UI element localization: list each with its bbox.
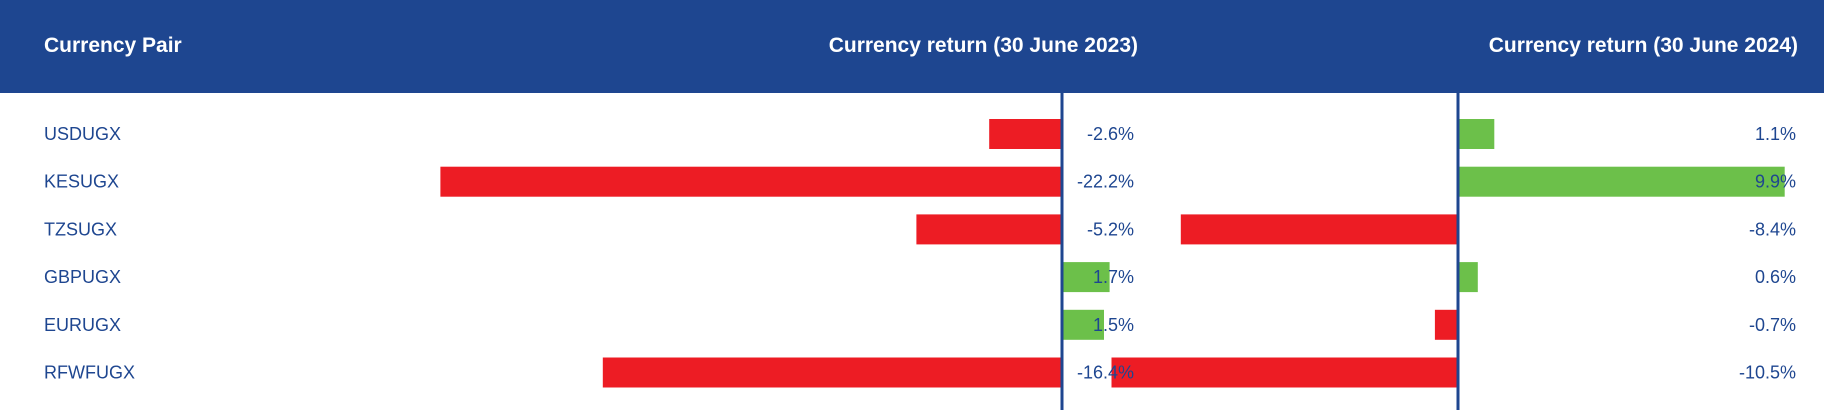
bar-2024-gbpugx bbox=[1458, 262, 1478, 293]
header-return-2024: Currency return (30 June 2024) bbox=[1489, 34, 1798, 57]
bar-2024-usdugx bbox=[1458, 119, 1495, 149]
bar-2023-usdugx bbox=[989, 119, 1062, 149]
value-label-2023-gbpugx: 1.7% bbox=[1093, 267, 1134, 287]
bar-2024-kesugx bbox=[1458, 166, 1785, 197]
bar-2024-eurugx bbox=[1434, 309, 1458, 340]
bar-2023-gbpugx bbox=[1062, 262, 1110, 293]
bar-2024-tzsugx bbox=[1180, 214, 1458, 245]
value-label-2023-kesugx: -22.2% bbox=[1077, 172, 1134, 192]
bar-2023-kesugx bbox=[440, 166, 1062, 197]
pair-label-eurugx: EURUGX bbox=[44, 315, 121, 335]
value-label-2024-rfwfugx: -10.5% bbox=[1739, 363, 1796, 383]
value-label-2024-tzsugx: -8.4% bbox=[1749, 219, 1796, 239]
value-label-2023-tzsugx: -5.2% bbox=[1087, 219, 1134, 239]
value-label-2023-rfwfugx: -16.4% bbox=[1077, 363, 1134, 383]
header-currency-pair: Currency Pair bbox=[44, 34, 182, 57]
bar-2024-rfwfugx bbox=[1111, 357, 1458, 388]
value-label-2023-usdugx: -2.6% bbox=[1087, 124, 1134, 144]
value-label-2023-eurugx: 1.5% bbox=[1093, 315, 1134, 335]
value-label-2024-kesugx: 9.9% bbox=[1755, 172, 1796, 192]
bar-2023-tzsugx bbox=[916, 214, 1062, 245]
pair-label-usdugx: USDUGX bbox=[44, 124, 121, 144]
pair-label-kesugx: KESUGX bbox=[44, 172, 119, 192]
value-label-2024-eurugx: -0.7% bbox=[1749, 315, 1796, 335]
value-label-2024-usdugx: 1.1% bbox=[1755, 124, 1796, 144]
pair-label-rfwfugx: RFWFUGX bbox=[44, 363, 135, 383]
bar-2023-eurugx bbox=[1062, 309, 1104, 340]
bar-2023-rfwfugx bbox=[602, 357, 1062, 388]
header-bar bbox=[0, 0, 1824, 93]
pair-label-gbpugx: GBPUGX bbox=[44, 267, 121, 287]
value-label-2024-gbpugx: 0.6% bbox=[1755, 267, 1796, 287]
header-return-2023: Currency return (30 June 2023) bbox=[829, 34, 1138, 57]
chart-marks: USDUGX KESUGX TZSUGX GBPUGX EURUGX RFWFUGX -2.… bbox=[44, 93, 1796, 410]
pair-label-tzsugx: TZSUGX bbox=[44, 219, 117, 239]
